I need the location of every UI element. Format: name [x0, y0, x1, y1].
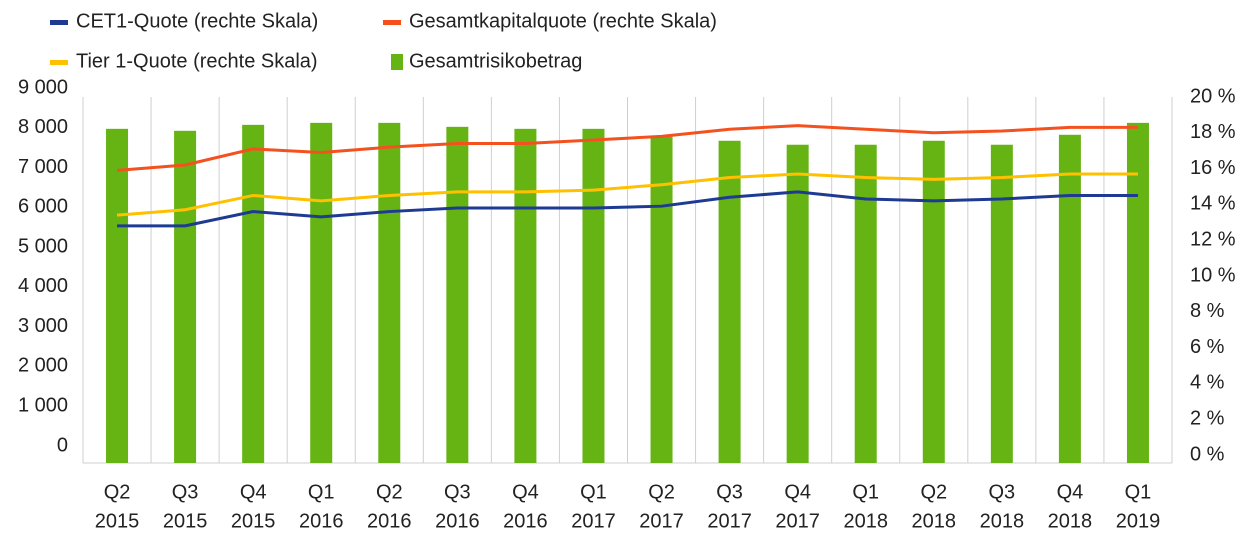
y-tick-label: 2 000 [18, 355, 68, 377]
x-tick-label: 2018 [912, 510, 957, 532]
legend-marker [383, 20, 401, 25]
legend-marker [50, 60, 68, 65]
bar [174, 130, 197, 464]
x-tick-label: 2018 [1048, 510, 1093, 532]
y2-tick-label: 8 % [1190, 300, 1225, 322]
line [116, 124, 1138, 172]
y2-tick-label: 0 % [1190, 443, 1225, 465]
y-tick-label: 0 [57, 434, 68, 456]
bar [514, 128, 537, 464]
y-tick-label: 5 000 [18, 235, 68, 257]
y-tick-label: 3 000 [18, 315, 68, 337]
bar [1126, 122, 1149, 463]
bar [718, 140, 741, 463]
y-tick-label: 6 000 [18, 196, 68, 218]
x-tick-label: Q1 [852, 481, 879, 503]
bar [1058, 134, 1081, 464]
x-tick-label: 2018 [980, 510, 1025, 532]
bar [242, 124, 265, 463]
y-tick-label: 4 000 [18, 275, 68, 297]
x-tick-label: Q3 [989, 481, 1016, 503]
x-tick-label: Q1 [308, 481, 335, 503]
y2-tick-label: 18 % [1190, 121, 1236, 143]
x-tick-label: Q3 [716, 481, 743, 503]
y-tick-label: 1 000 [18, 395, 68, 417]
y2-tick-label: 14 % [1190, 193, 1236, 215]
x-tick-label: 2017 [639, 510, 684, 532]
legend-label: Gesamtrisikobetrag [409, 50, 582, 72]
x-tick-label: 2015 [231, 510, 276, 532]
bar [650, 136, 673, 463]
y2-tick-label: 6 % [1190, 336, 1225, 358]
x-tick-label: Q2 [648, 481, 675, 503]
line [116, 172, 1138, 217]
bar [990, 144, 1013, 463]
legend-marker [50, 20, 68, 25]
x-tick-label: 2017 [571, 510, 616, 532]
x-tick-label: Q4 [1057, 481, 1084, 503]
x-tick-label: 2015 [95, 510, 140, 532]
y2-tick-label: 2 % [1190, 407, 1225, 429]
y2-tick-label: 4 % [1190, 372, 1225, 394]
x-tick-label: 2017 [775, 510, 820, 532]
x-tick-label: 2017 [707, 510, 752, 532]
x-tick-label: Q3 [172, 481, 199, 503]
x-tick-label: 2016 [367, 510, 412, 532]
x-tick-label: Q4 [512, 481, 539, 503]
bar [582, 128, 605, 464]
x-tick-label: Q1 [1125, 481, 1152, 503]
y-tick-label: 8 000 [18, 116, 68, 138]
legend-label: CET1-Quote (rechte Skala) [76, 10, 318, 32]
bar [786, 144, 809, 463]
x-tick-label: 2015 [163, 510, 208, 532]
y2-tick-label: 16 % [1190, 157, 1236, 179]
bar [106, 128, 129, 464]
x-tick-label: Q1 [580, 481, 607, 503]
line [117, 190, 1138, 228]
x-tick-label: 2016 [503, 510, 548, 532]
x-tick-label: Q4 [240, 481, 267, 503]
bar [378, 122, 401, 463]
x-tick-label: 2019 [1116, 510, 1161, 532]
x-tick-label: Q2 [376, 481, 403, 503]
x-tick-label: 2016 [435, 510, 480, 532]
y2-tick-label: 20 % [1190, 85, 1236, 107]
bar [854, 144, 877, 463]
y-tick-label: 7 000 [18, 156, 68, 178]
x-tick-label: 2018 [843, 510, 888, 532]
legend-label: Gesamtkapitalquote (rechte Skala) [409, 10, 717, 32]
x-tick-label: Q2 [920, 481, 947, 503]
legend-label: Tier 1-Quote (rechte Skala) [76, 50, 318, 72]
y2-tick-label: 12 % [1190, 228, 1236, 250]
x-tick-label: 2016 [299, 510, 344, 532]
x-tick-label: Q3 [444, 481, 471, 503]
y-tick-label: 9 000 [18, 76, 68, 98]
bar [446, 126, 469, 463]
x-tick-label: Q2 [104, 481, 131, 503]
y2-tick-label: 10 % [1190, 264, 1236, 286]
bar [310, 122, 333, 463]
x-tick-label: Q4 [784, 481, 811, 503]
bar [922, 140, 945, 463]
legend-marker [391, 54, 403, 70]
